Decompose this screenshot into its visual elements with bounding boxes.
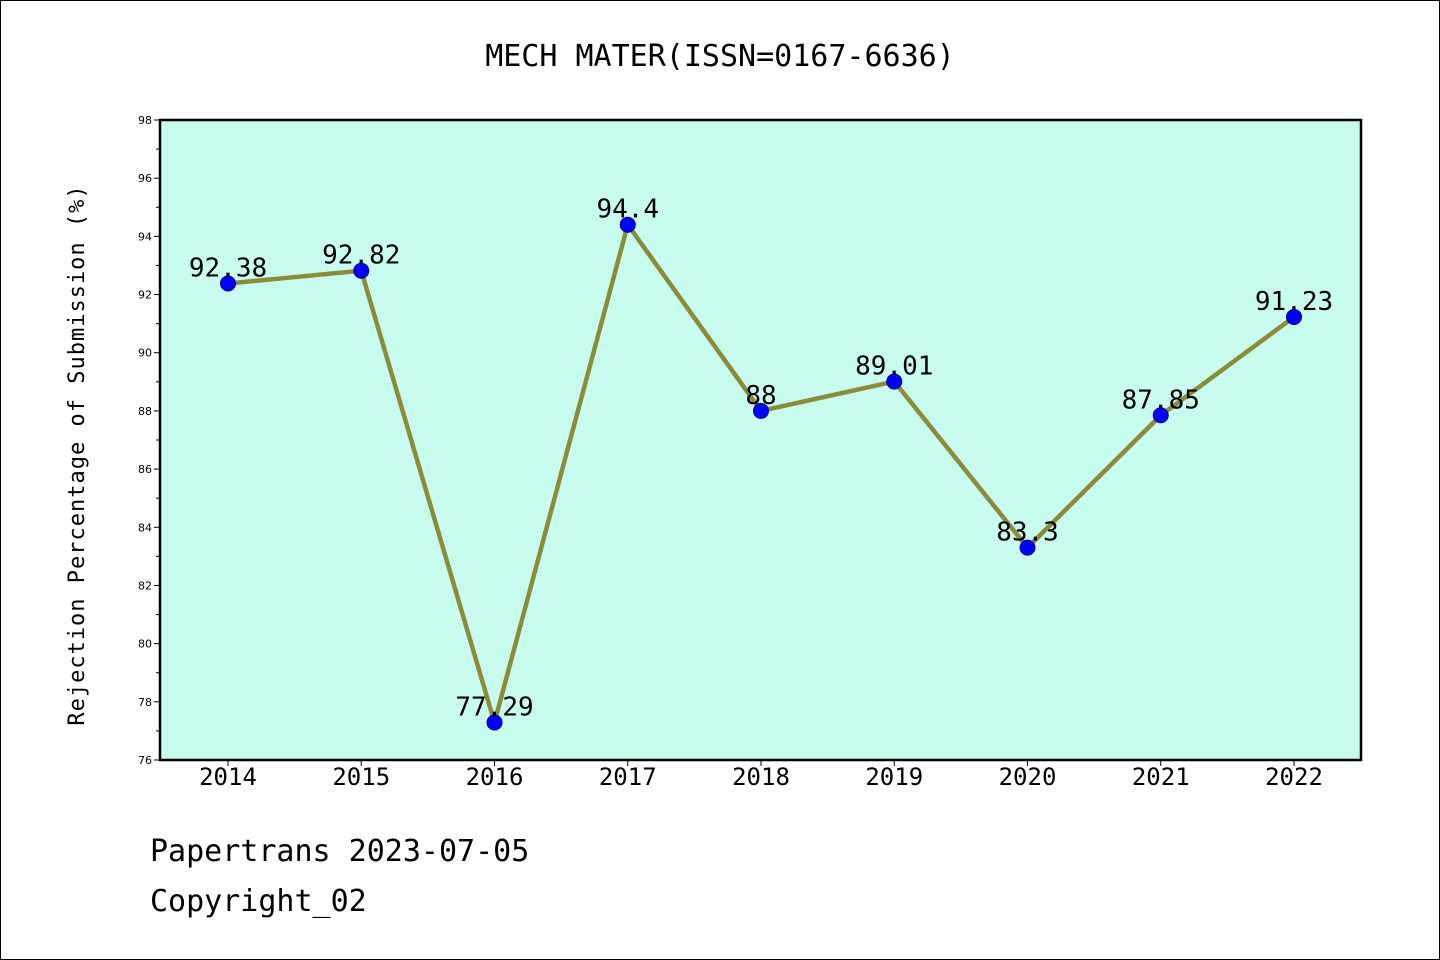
data-label: 83.3 xyxy=(996,518,1059,548)
y-tick-label: 98 xyxy=(138,114,152,127)
y-tick-label: 82 xyxy=(138,579,152,592)
y-tick-label: 78 xyxy=(138,696,152,709)
x-tick-label: 2022 xyxy=(1265,763,1323,791)
data-label: 94.4 xyxy=(596,195,659,225)
data-label: 88 xyxy=(745,381,776,411)
data-point xyxy=(220,275,236,292)
data-label: 92.38 xyxy=(189,253,267,283)
y-tick-label: 80 xyxy=(138,638,152,651)
y-tick-label: 88 xyxy=(138,405,152,418)
y-tick-label: 86 xyxy=(138,463,152,476)
data-point xyxy=(1019,539,1036,556)
y-tick-label: 94 xyxy=(138,230,152,243)
y-tick-label: 96 xyxy=(138,172,152,185)
x-tick-label: 2019 xyxy=(865,763,923,791)
data-label: 87.85 xyxy=(1122,385,1200,415)
x-tick-label: 2015 xyxy=(332,763,390,791)
data-label: 92.82 xyxy=(322,241,400,271)
data-label: 77.29 xyxy=(455,692,533,722)
chart-title: MECH MATER(ISSN=0167-6636) xyxy=(485,39,955,74)
data-point xyxy=(1152,407,1169,424)
data-point xyxy=(619,216,636,233)
y-axis-label: Rejection Percentage of Submission (%) xyxy=(65,184,90,725)
footer-copyright: Copyright_02 xyxy=(150,884,367,919)
data-point xyxy=(486,714,503,731)
x-tick-label: 2020 xyxy=(999,763,1057,791)
plot-area xyxy=(160,120,1361,760)
footer-date: Papertrans 2023-07-05 xyxy=(150,834,530,869)
data-label: 89.01 xyxy=(855,352,933,382)
x-tick-label: 2017 xyxy=(599,763,657,791)
data-point xyxy=(886,373,903,390)
x-tick-label: 2014 xyxy=(199,763,257,791)
plot-border xyxy=(158,118,1363,762)
x-tick-label: 2016 xyxy=(466,763,524,791)
y-tick-label: 84 xyxy=(138,521,152,534)
data-point xyxy=(753,402,769,419)
data-label: 91.23 xyxy=(1255,287,1333,317)
y-tick-label: 90 xyxy=(138,347,152,360)
y-tick-label: 76 xyxy=(138,754,152,767)
y-tick-label: 92 xyxy=(138,289,152,302)
x-tick-label: 2018 xyxy=(732,763,790,791)
data-point xyxy=(1286,308,1302,325)
data-point xyxy=(353,262,370,279)
x-tick-label: 2021 xyxy=(1132,763,1190,791)
